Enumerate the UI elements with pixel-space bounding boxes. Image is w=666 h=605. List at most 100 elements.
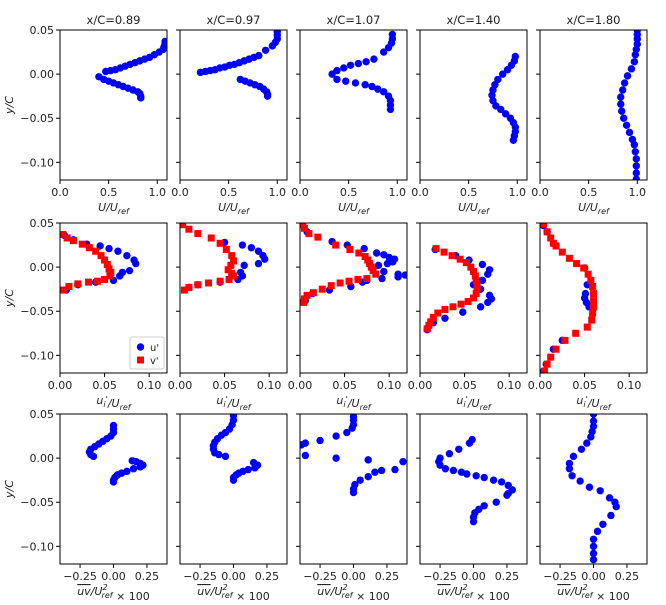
x-tick-label: −0.25 (423, 570, 457, 583)
data-point-circle (484, 298, 492, 307)
x-axis-label-part: ref (358, 207, 370, 216)
data-marks (85, 421, 147, 486)
x-axis-label-part: ref (102, 591, 114, 600)
data-point-circle (380, 267, 388, 276)
data-point-square (101, 275, 109, 283)
data-point-square (194, 230, 202, 238)
data-point-circle (587, 433, 595, 441)
data-point-square (230, 257, 237, 265)
x-tick-label: 0.05 (332, 379, 357, 392)
x-axis-label-part: 2 (462, 583, 467, 592)
data-point-circle (585, 483, 594, 491)
data-point-circle (372, 249, 381, 257)
x-axis-label-part: U/U (338, 201, 358, 214)
x-axis-label-part: i (583, 400, 586, 409)
data-point-circle (379, 48, 388, 56)
data-point-square (222, 245, 230, 253)
data-point-circle (589, 549, 598, 558)
y-tick-label: 0.00 (30, 68, 55, 81)
x-tick-label: 0.0 (51, 186, 69, 199)
data-point-circle (480, 502, 488, 510)
x-axis-label-part: ' (466, 395, 468, 404)
data-point-square (327, 282, 335, 290)
data-point-circle (593, 527, 602, 536)
subplot-r1-c4: 0.0 0.5 1.0 x/C=1.40 U/Uref (411, 13, 528, 216)
x-tick-label: 0.0 (411, 186, 429, 199)
data-point-circle (565, 465, 574, 473)
data-point-square (227, 261, 235, 269)
data-point-circle (632, 169, 640, 177)
data-point-square (588, 316, 596, 324)
data-point-square (590, 290, 597, 298)
x-axis-label-part: u (576, 394, 583, 407)
data-marks (435, 435, 516, 526)
x-axis-label-part: ref (480, 403, 492, 412)
legend-label: v' (150, 356, 159, 367)
data-point-square (590, 297, 597, 305)
data-point-circle (333, 66, 341, 75)
x-tick-label: 0.0 (531, 186, 549, 199)
data-point-circle (261, 46, 270, 54)
y-tick-label: 0.05 (30, 24, 55, 37)
subplot-r1-c1: 0.0 0.5 1.0 0.05 0.00 −0.05 −0.10 x/C=0.89 U/Ure… (3, 13, 168, 216)
data-point-square (354, 275, 362, 283)
x-axis-label-part: uv (437, 585, 451, 598)
x-axis-label: U/Uref (338, 201, 370, 216)
data-point-square (462, 259, 470, 267)
data-point-circle (617, 93, 625, 101)
x-axis-label-part: ref (240, 403, 252, 412)
x-tick-label: 0.05 (572, 379, 597, 392)
x-axis-label: ui'/Uref (456, 394, 491, 412)
data-marks (180, 223, 269, 294)
y-tick-label: 0.05 (30, 408, 55, 421)
data-point-square (224, 266, 232, 274)
x-axis-label-part: /U (587, 397, 600, 410)
data-point-circle (238, 241, 247, 249)
data-point-square (97, 252, 105, 260)
data-point-circle (618, 86, 627, 94)
x-axis-label-part: 2 (222, 583, 227, 592)
data-point-circle (509, 136, 518, 144)
data-point-square (93, 277, 101, 285)
data-point-square (216, 239, 224, 247)
data-point-square (583, 323, 591, 331)
y-tick-label: −0.10 (20, 156, 54, 169)
data-point-circle (379, 88, 388, 96)
data-point-square (547, 353, 555, 361)
data-point-circle (251, 464, 259, 472)
subplot-r3-c1: −0.25 0.00 0.25 0.05 0.00 −0.05 −0.10 uv/U2 ref … (3, 408, 168, 603)
data-point-square (205, 279, 213, 287)
x-axis-label-part: /U (227, 397, 240, 410)
data-point-square (60, 286, 68, 294)
x-tick-label: 0.25 (495, 570, 520, 583)
data-point-circle (472, 472, 480, 480)
data-point-square (473, 281, 481, 289)
data-point-circle (89, 452, 98, 461)
data-point-circle (394, 273, 402, 281)
x-axis-label-part: i (103, 400, 106, 409)
data-point-circle (577, 445, 586, 453)
data-point-square (449, 303, 457, 311)
data-point-square (473, 285, 481, 293)
x-tick-label: 0.05 (92, 379, 117, 392)
axes-frame (59, 29, 168, 181)
axes-frame (299, 222, 408, 374)
data-point-circle (607, 511, 615, 520)
data-marks (617, 30, 641, 180)
x-tick-label: 0.25 (255, 570, 280, 583)
data-point-circle (492, 498, 500, 506)
subplot-r2-c5: 0.00 0.05 0.10 ui'/Uref (528, 222, 648, 412)
data-point-square (345, 277, 353, 285)
x-axis-label-part: U/U (98, 201, 118, 214)
data-point-circle (354, 59, 363, 68)
x-axis-label-part: U/U (578, 201, 598, 214)
data-point-circle (349, 488, 358, 497)
data-point-circle (449, 466, 458, 475)
x-tick-label: 0.00 (48, 379, 73, 392)
x-axis-label-part: /U (467, 397, 480, 410)
data-point-circle (240, 261, 248, 270)
data-point-square (367, 263, 375, 271)
data-point-square (448, 252, 456, 260)
data-point-square (300, 224, 308, 232)
